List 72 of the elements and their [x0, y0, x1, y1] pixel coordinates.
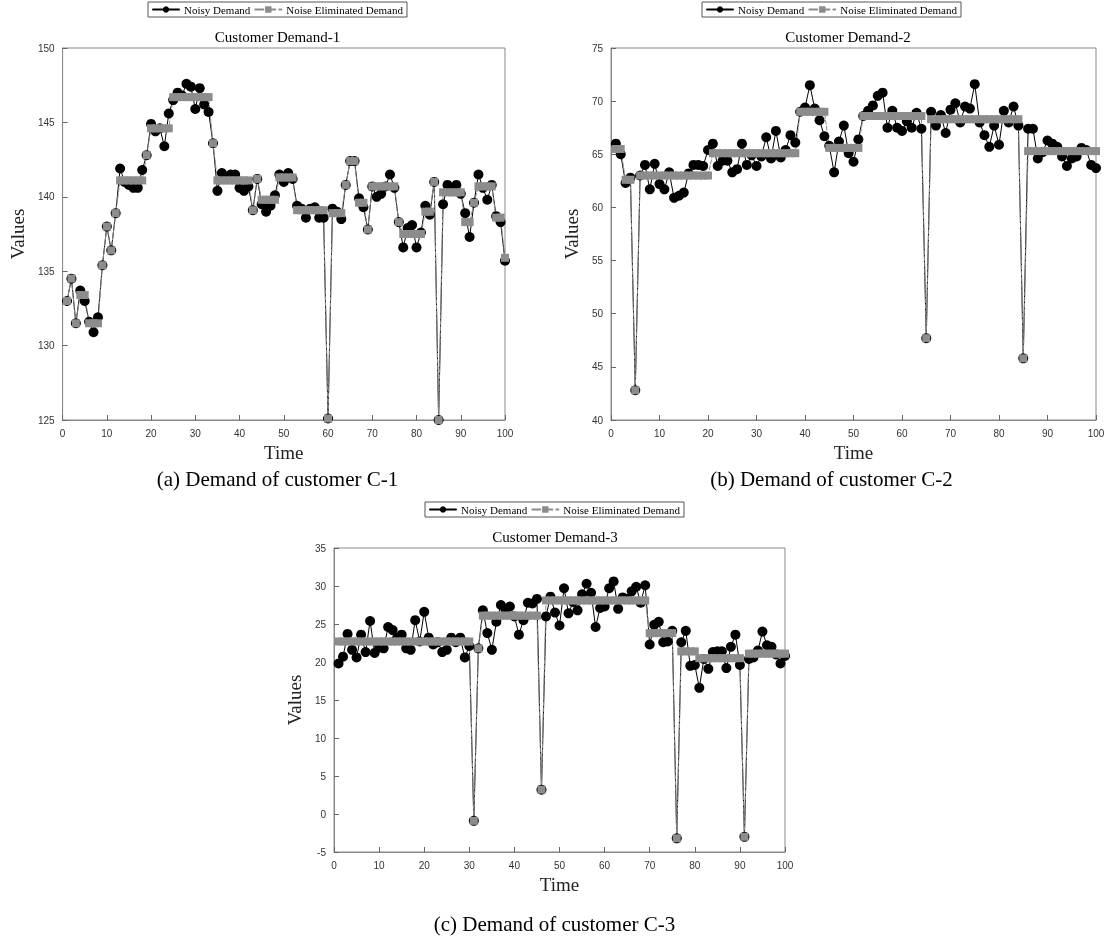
x-tick-label: 0	[59, 427, 66, 439]
x-tick-label: 90	[734, 859, 746, 871]
x-tick-label: 10	[653, 427, 666, 439]
x-tick-label: 40	[508, 859, 521, 871]
y-tick-label: 135	[37, 265, 56, 277]
y-tick-label: 50	[591, 308, 604, 320]
chart-title: Customer Demand-2	[785, 28, 911, 45]
y-tick-label: 15	[314, 694, 327, 706]
y-tick-label: 145	[37, 116, 56, 128]
text: (a) Demand of customer C-1	[156, 466, 399, 491]
y-tick-label: 70	[591, 95, 604, 107]
legend-label: Noisy Demand	[184, 3, 251, 16]
x-axis-title: Time	[264, 441, 304, 463]
x-tick-label: 70	[366, 427, 379, 439]
y-tick-label: 140	[37, 191, 56, 203]
x-tick-label: 10	[373, 859, 386, 871]
x-tick-label: 100	[496, 427, 514, 439]
y-tick-label: 5	[320, 770, 327, 782]
y-tick-label: 35	[314, 542, 327, 554]
x-tick-label: 10	[101, 427, 113, 439]
x-axis-title: Time	[539, 873, 580, 895]
legend-label: Noise Eliminated Demand	[563, 503, 681, 516]
x-tick-label: 20	[145, 427, 158, 439]
y-axis-title: Values	[561, 208, 582, 260]
y-tick-label: 55	[591, 255, 604, 267]
x-tick-label: 60	[896, 427, 909, 439]
x-tick-label: 50	[553, 859, 566, 871]
x-tick-label: 90	[1041, 427, 1054, 439]
x-axis-title: Time	[833, 441, 874, 463]
y-axis-title: Values	[7, 208, 28, 260]
y-tick-label: 45	[591, 361, 604, 373]
legend-label: Noisy Demand	[738, 3, 805, 16]
legend-label: Noise Eliminated Demand	[840, 3, 958, 16]
x-tick-label: 100	[776, 859, 794, 871]
text: (c) Demand of customer C-3	[433, 911, 676, 936]
x-tick-label: 30	[463, 859, 476, 871]
y-tick-label: -5	[317, 846, 327, 858]
y-tick-label: 130	[37, 340, 56, 352]
x-tick-label: 80	[410, 427, 423, 439]
x-tick-label: 70	[644, 859, 656, 871]
legend-label: Noise Eliminated Demand	[286, 3, 404, 16]
y-tick-label: 30	[314, 580, 327, 592]
y-axis-title: Values	[284, 674, 305, 726]
x-tick-label: 50	[847, 427, 860, 439]
y-tick-label: 20	[314, 656, 327, 668]
x-tick-label: 100	[1087, 427, 1105, 439]
y-tick-label: 60	[591, 201, 604, 213]
x-tick-label: 40	[799, 427, 812, 439]
y-tick-label: 65	[591, 148, 604, 160]
x-tick-label: 80	[993, 427, 1005, 439]
x-tick-label: 30	[189, 427, 202, 439]
legend-label: Noisy Demand	[461, 503, 528, 516]
y-tick-label: 125	[37, 414, 56, 426]
text: (b) Demand of customer C-2	[710, 466, 953, 491]
y-tick-label: 10	[314, 732, 327, 744]
y-tick-label: 25	[314, 618, 327, 630]
y-tick-label: 150	[37, 42, 56, 54]
x-tick-label: 20	[702, 427, 715, 439]
x-tick-label: 80	[689, 859, 701, 871]
x-tick-label: 0	[331, 859, 338, 871]
y-tick-label: 0	[320, 808, 327, 820]
x-tick-label: 70	[944, 427, 957, 439]
y-tick-label: 75	[591, 42, 604, 54]
chart-title: Customer Demand-1	[214, 28, 341, 45]
y-tick-label: 40	[591, 414, 604, 426]
chart-title: Customer Demand-3	[492, 528, 618, 545]
x-tick-label: 90	[455, 427, 467, 439]
x-tick-label: 40	[233, 427, 246, 439]
x-tick-label: 50	[278, 427, 290, 439]
x-tick-label: 30	[750, 427, 763, 439]
x-tick-label: 0	[608, 427, 615, 439]
x-tick-label: 20	[418, 859, 431, 871]
